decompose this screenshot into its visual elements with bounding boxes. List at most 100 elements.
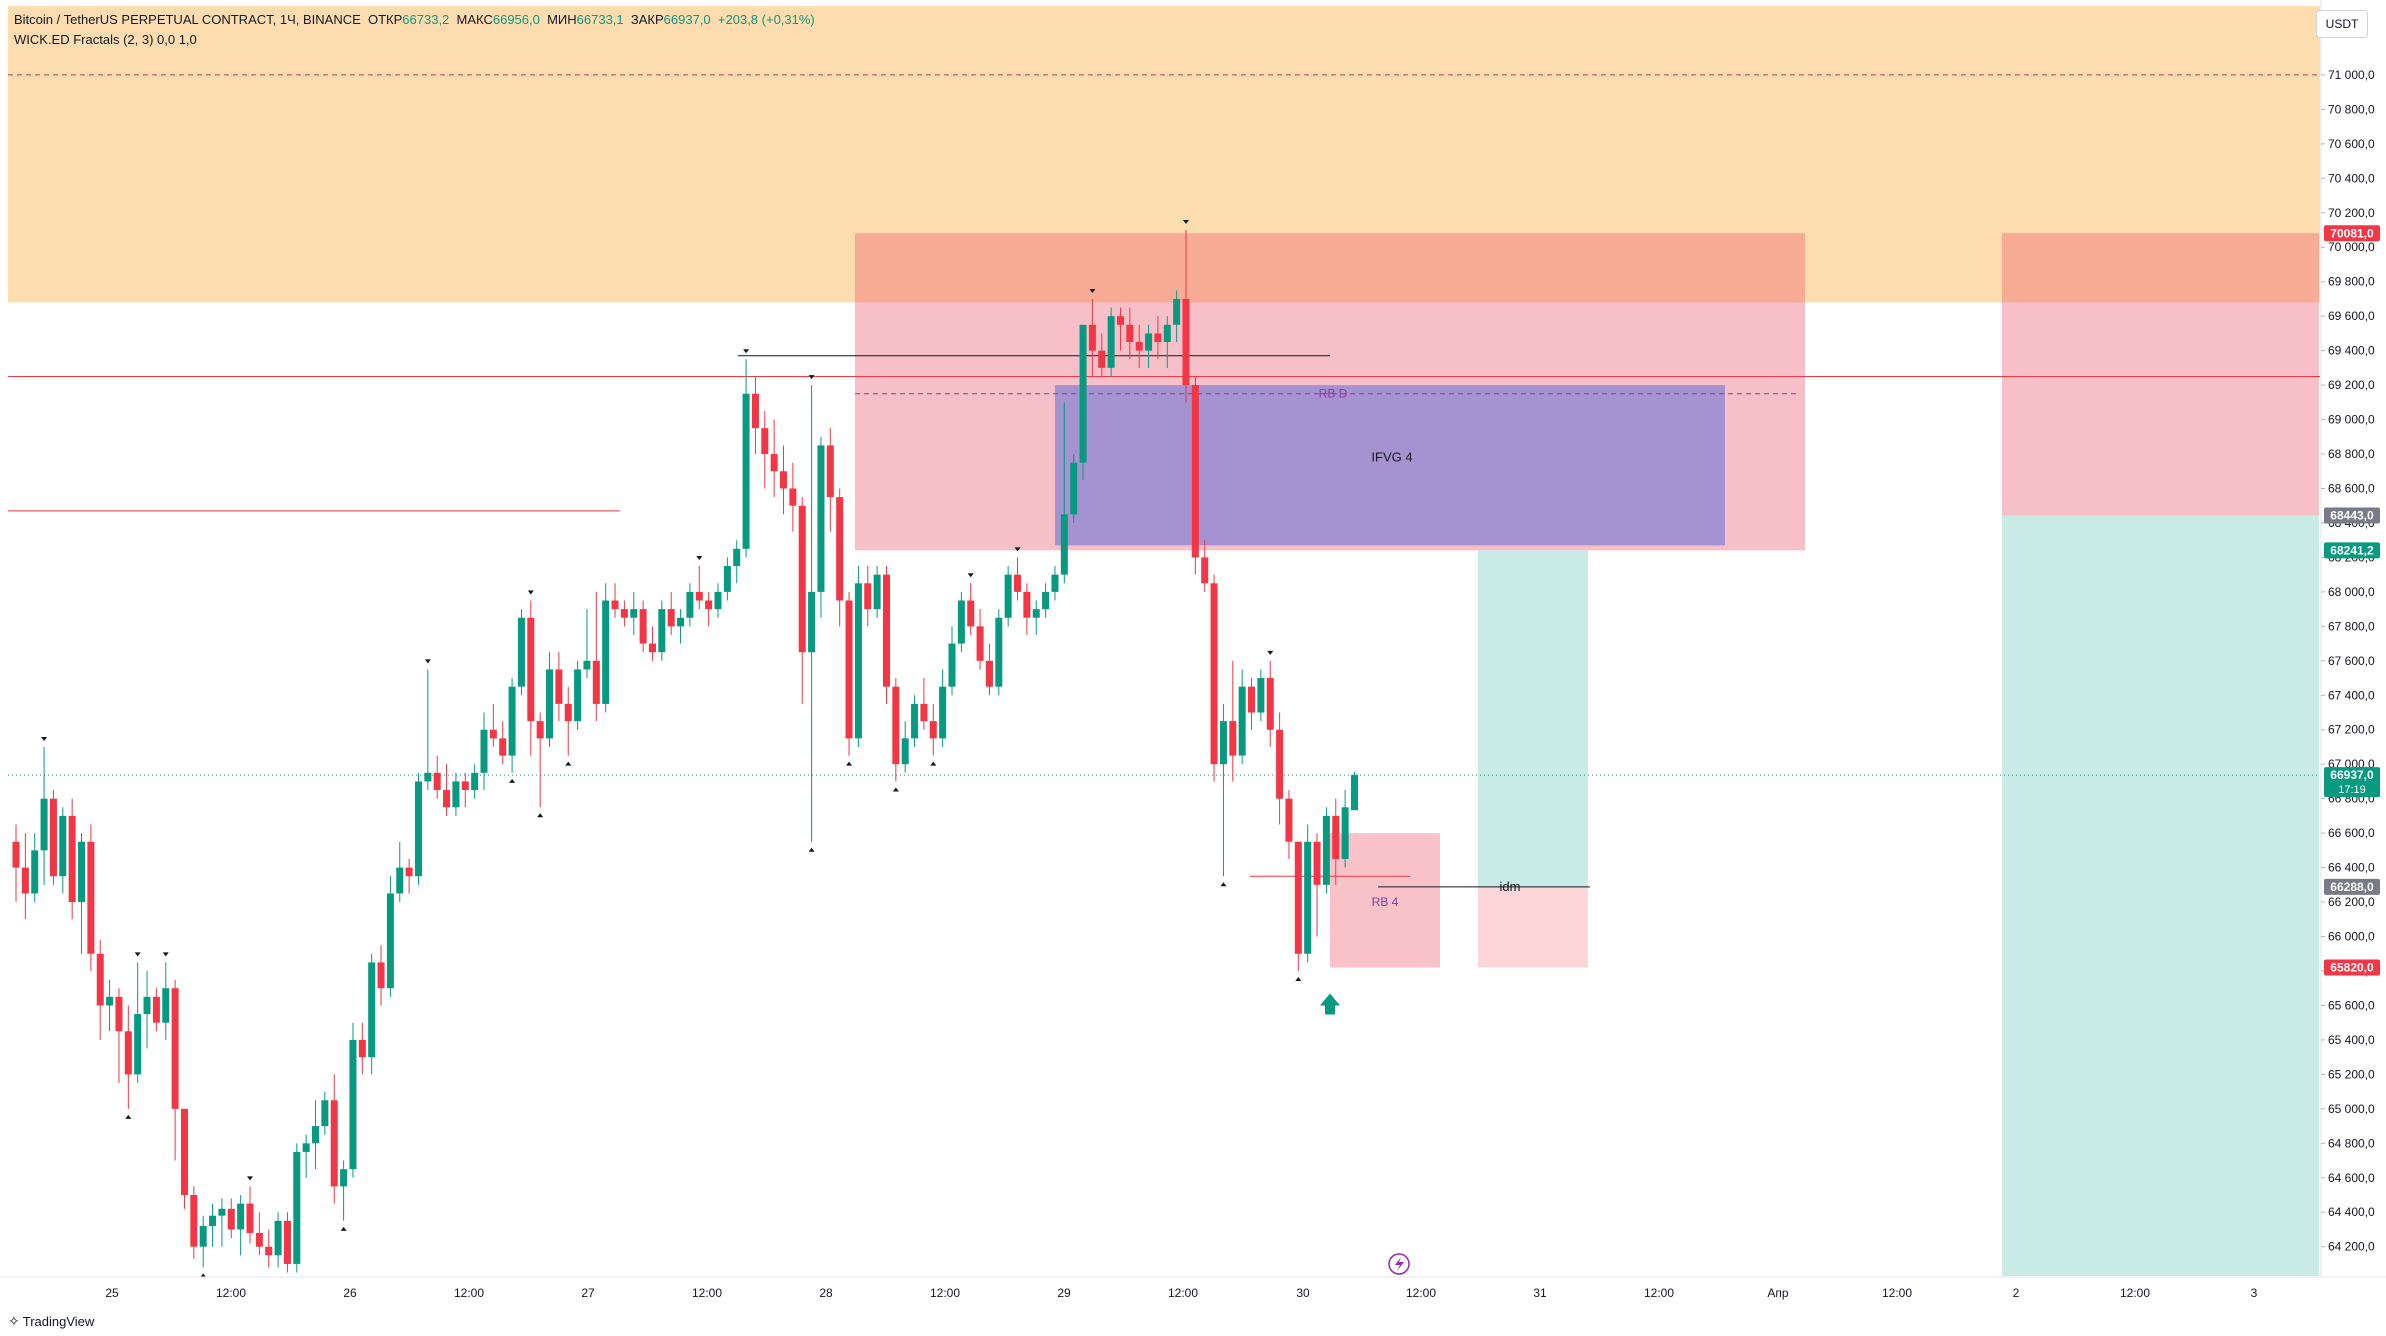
candle-body: [995, 617, 1003, 687]
candle: [546, 652, 554, 747]
candle: [901, 721, 909, 773]
currency-button[interactable]: USDT: [2316, 10, 2368, 38]
candle-body: [1173, 298, 1181, 325]
fractal-low-marker: [200, 1273, 207, 1278]
candle-body: [452, 781, 460, 808]
candle-body: [751, 393, 759, 429]
candle: [246, 1186, 254, 1244]
candle-body: [873, 574, 881, 610]
candle: [1070, 454, 1078, 523]
candle-body: [546, 669, 554, 739]
candle: [1276, 712, 1284, 825]
candle-body: [602, 600, 610, 704]
price-tick-label: 64 200,0: [2328, 1240, 2375, 1254]
candle-body: [237, 1203, 245, 1230]
price-tick-label: 66 000,0: [2328, 930, 2375, 944]
candle-body: [199, 1226, 207, 1247]
candle: [1126, 307, 1134, 360]
candle: [1079, 324, 1087, 480]
candle: [873, 566, 881, 618]
candle: [1248, 678, 1256, 730]
candle: [957, 591, 965, 653]
indicator-legend[interactable]: WICK.ED Fractals (2, 3) 0,0 1,0: [14, 32, 197, 47]
candle: [742, 359, 750, 558]
candle: [499, 721, 507, 765]
candle-body: [882, 574, 890, 687]
candle-body: [283, 1220, 291, 1264]
candle-body: [180, 1108, 188, 1196]
candle-body: [209, 1215, 217, 1227]
candle: [1163, 316, 1171, 368]
candle: [976, 609, 984, 670]
candle-body: [1229, 721, 1237, 756]
candle-body: [658, 609, 666, 653]
candle: [723, 557, 731, 601]
time-tick-label: 12:00: [2120, 1286, 2150, 1300]
candle: [929, 703, 937, 756]
fractal-low-marker: [846, 761, 853, 766]
candle-body: [1332, 815, 1340, 859]
candle: [461, 772, 469, 808]
candle-body: [358, 1039, 366, 1058]
candle-body: [667, 609, 675, 627]
time-tick-label: 29: [1057, 1286, 1071, 1300]
fractal-high-marker: [41, 736, 48, 741]
high-value: 66956,0: [492, 12, 540, 27]
candle-body: [976, 626, 984, 661]
candle-body: [124, 1031, 132, 1075]
candle: [611, 583, 619, 618]
price-tick-label: 70 600,0: [2328, 137, 2375, 151]
candle: [1173, 290, 1181, 343]
low-label: МИН: [547, 12, 577, 27]
candle: [87, 824, 95, 971]
time-tick-label: Апр: [1767, 1286, 1789, 1300]
price-tick-label: 71 000,0: [2328, 68, 2375, 82]
buy-arrow-icon: [1320, 993, 1340, 1015]
fractal-high-marker: [1089, 288, 1096, 293]
candle: [948, 626, 956, 696]
time-tick-label: 30: [1296, 1286, 1310, 1300]
fractal-high-marker: [1267, 650, 1274, 655]
candle: [31, 833, 39, 903]
time-tick-label: 12:00: [1882, 1286, 1912, 1300]
close-label: ЗАКР: [630, 12, 664, 27]
price-tick-label: 64 400,0: [2328, 1205, 2375, 1219]
time-tick-label: 12:00: [1406, 1286, 1436, 1300]
tradingview-logo[interactable]: ✧ TradingView: [8, 1313, 94, 1330]
price-tick-label: 69 200,0: [2328, 378, 2375, 392]
candle-body: [1060, 514, 1068, 575]
fractal-high-marker: [696, 556, 703, 561]
fractal-low-marker: [930, 761, 937, 766]
candle: [780, 445, 788, 515]
tradingview-logo-text: TradingView: [22, 1314, 95, 1329]
candle: [555, 652, 563, 722]
low-value: 66733,1: [576, 12, 624, 27]
candle: [443, 764, 451, 816]
candle: [517, 609, 525, 696]
candle-body: [1276, 729, 1284, 799]
candle-body: [1014, 574, 1022, 592]
candle: [882, 566, 890, 704]
candle-body: [162, 988, 170, 1023]
candle-body: [1004, 574, 1012, 618]
candle-body: [808, 591, 816, 653]
fractal-low-marker: [565, 761, 572, 766]
candle: [190, 1186, 198, 1259]
candle: [733, 540, 741, 584]
candle-body: [733, 548, 741, 567]
candle: [770, 419, 778, 498]
fractal-low-marker: [808, 847, 815, 852]
price-badge-label: 65820,0: [2330, 961, 2374, 975]
symbol-title[interactable]: Bitcoin / TetherUS PERPETUAL CONTRACT, 1…: [14, 12, 361, 27]
candle: [1294, 841, 1302, 971]
candle-body: [555, 669, 563, 704]
candle: [583, 609, 591, 679]
candle: [1116, 307, 1124, 351]
candle-body: [1182, 298, 1190, 386]
candle-body: [349, 1039, 357, 1170]
fractal-high-marker: [527, 590, 534, 595]
candle: [1060, 402, 1068, 584]
candle: [592, 591, 600, 722]
right-target-zone: [2002, 515, 2319, 1276]
